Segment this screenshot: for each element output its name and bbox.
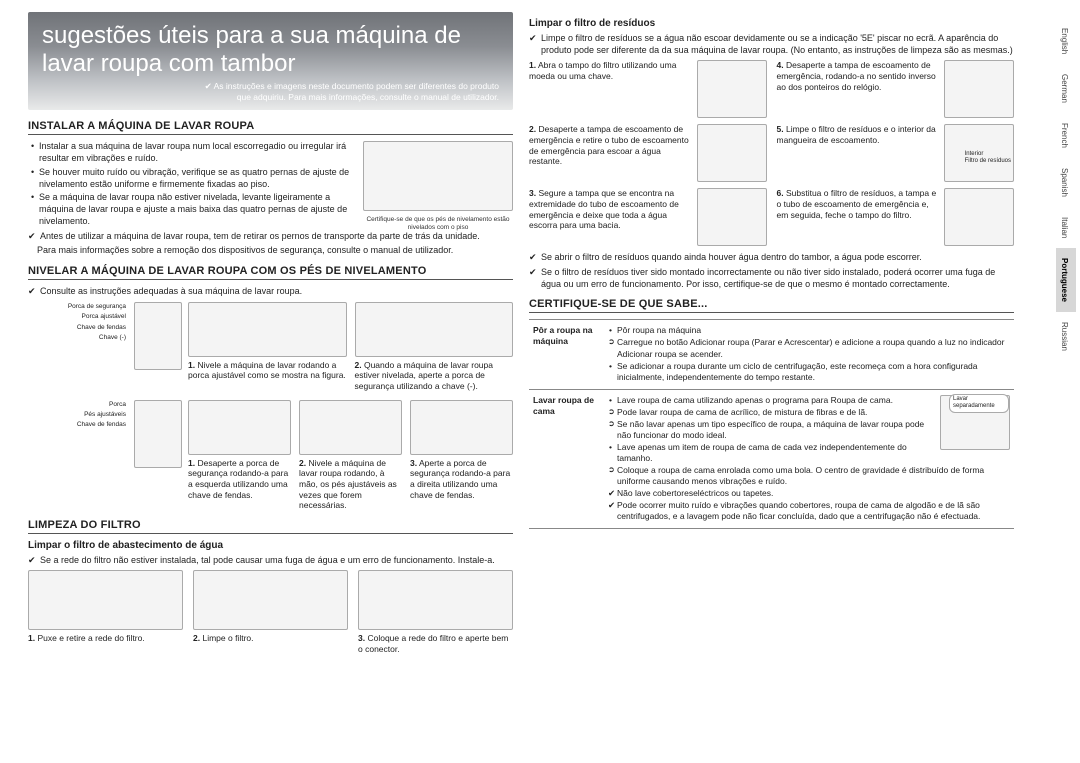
tips-table: Pôr a roupa na máquina Pôr roupa na máqu… — [529, 319, 1014, 529]
lang-tab-russian[interactable]: Russian — [1056, 312, 1076, 361]
filter-fig-3 — [358, 570, 513, 630]
debris-fig-6 — [944, 188, 1014, 246]
level-step-b1: 1. Desaperte a porca de segurança rodand… — [188, 400, 291, 511]
filter-steps: 1. Puxe e retire a rede do filtro. 2. Li… — [28, 570, 513, 654]
debris-check: Limpe o filtro de resíduos se a água não… — [529, 33, 1014, 56]
lang-tab-portuguese[interactable]: Portuguese — [1056, 248, 1076, 312]
filter-heading: LIMPEZA DO FILTRO — [28, 519, 513, 534]
debris-step-3: 3. Segure a tampa que se encontra na ext… — [529, 188, 767, 246]
step2-illustration — [355, 302, 514, 357]
foot-diagram-2 — [134, 400, 182, 468]
filter-step-1: 1. Puxe e retire a rede do filtro. — [28, 570, 183, 654]
install-para: Para mais informações sobre a remoção do… — [28, 245, 513, 257]
washer-level-illustration — [363, 141, 513, 211]
row1-label: Pôr a roupa na máquina — [529, 320, 604, 389]
foot-diagram-1 — [134, 302, 182, 370]
lang-tab-italian[interactable]: Italian — [1056, 207, 1076, 248]
filter-check-1: Se a rede do filtro não estiver instalad… — [28, 555, 513, 567]
level-step-2: 2. Quando a máquina de lavar roupa estiv… — [355, 302, 514, 392]
table-row: Lavar roupa de cama Lavar separadamente … — [529, 389, 1014, 529]
lang-tab-french[interactable]: French — [1056, 113, 1076, 158]
title-banner: sugestões úteis para a sua máquina de la… — [28, 12, 513, 110]
install-check: Antes de utilizar a máquina de lavar rou… — [28, 231, 513, 243]
filter-step-3: 3. Coloque a rede do filtro e aperte bem… — [358, 570, 513, 654]
right-column: Limpar o filtro de resíduos Limpe o filt… — [529, 12, 1014, 529]
install-figure: Certifique-se de que os pés de nivelamen… — [363, 141, 513, 230]
debris-step-4: 4. Desaperte a tampa de escoamento de em… — [777, 60, 1015, 118]
banner-subnote: ✔ As instruções e imagens neste document… — [42, 81, 499, 102]
stepb1-illustration — [188, 400, 291, 455]
level-step-1: 1. Nivele a máquina de lavar rodando a p… — [188, 302, 347, 392]
level-step-b2: 2. Nivele a máquina de lavar roupa rodan… — [299, 400, 402, 511]
debris-grid: 1. Abra o tampo do filtro utilizando uma… — [529, 60, 1014, 246]
lang-tab-german[interactable]: German — [1056, 64, 1076, 113]
language-tabs: English German French Spanish Italian Po… — [1056, 18, 1076, 361]
level-check: Consulte as instruções adequadas à sua m… — [28, 286, 513, 298]
filter-fig-1 — [28, 570, 183, 630]
debris-step-1: 1. Abra o tampo do filtro utilizando uma… — [529, 60, 767, 118]
page: sugestões úteis para a sua máquina de la… — [0, 0, 1080, 667]
debris-step-6: 6. Substitua o filtro de resíduos, a tam… — [777, 188, 1015, 246]
debris-fig-4 — [944, 60, 1014, 118]
debris-check-2: Se abrir o filtro de resíduos quando ain… — [529, 252, 1014, 264]
install-bullets: Instalar a sua máquina de lavar roupa nu… — [28, 141, 355, 227]
filter-step-2: 2. Limpe o filtro. — [193, 570, 348, 654]
debris-fig-1 — [697, 60, 767, 118]
row2-label: Lavar roupa de cama — [529, 389, 604, 529]
level-row-2: Porca Pés ajustáveis Chave de fendas 1. … — [28, 400, 513, 511]
lang-tab-english[interactable]: English — [1056, 18, 1076, 64]
debris-fig-2 — [697, 124, 767, 182]
stepb2-illustration — [299, 400, 402, 455]
level-row-1: Porca de segurança Porca ajustável Chave… — [28, 302, 513, 392]
stepb3-illustration — [410, 400, 513, 455]
debris-step-5: 5. Limpe o filtro de resíduos e o interi… — [777, 124, 1015, 182]
debris-fig-5: Interior Filtro de resíduos — [944, 124, 1014, 182]
level-labels-1: Porca de segurança Porca ajustável Chave… — [28, 302, 128, 344]
level-labels-2: Porca Pés ajustáveis Chave de fendas — [28, 400, 128, 431]
table-row: Pôr a roupa na máquina Pôr roupa na máqu… — [529, 320, 1014, 389]
step1-illustration — [188, 302, 347, 357]
filter-subhead-1: Limpar o filtro de abastecimento de água — [28, 540, 513, 551]
level-heading: NIVELAR A MÁQUINA DE LAVAR ROUPA COM OS … — [28, 265, 513, 280]
level-step-b3: 3. Aperte a porca de segurança rodando-a… — [410, 400, 513, 511]
install-heading: INSTALAR A MÁQUINA DE LAVAR ROUPA — [28, 120, 513, 135]
debris-check-3: Se o filtro de resíduos tiver sido monta… — [529, 267, 1014, 290]
filter-fig-2 — [193, 570, 348, 630]
makesure-heading: CERTIFIQUE-SE DE QUE SABE... — [529, 298, 1014, 313]
page-title: sugestões úteis para a sua máquina de la… — [42, 22, 499, 77]
debris-fig-3 — [697, 188, 767, 246]
debris-subhead: Limpar o filtro de resíduos — [529, 18, 1014, 29]
debris-step-2: 2. Desaperte a tampa de escoamento de em… — [529, 124, 767, 182]
lang-tab-spanish[interactable]: Spanish — [1056, 158, 1076, 207]
left-column: sugestões úteis para a sua máquina de la… — [28, 12, 513, 655]
install-block: Instalar a sua máquina de lavar roupa nu… — [28, 141, 513, 230]
